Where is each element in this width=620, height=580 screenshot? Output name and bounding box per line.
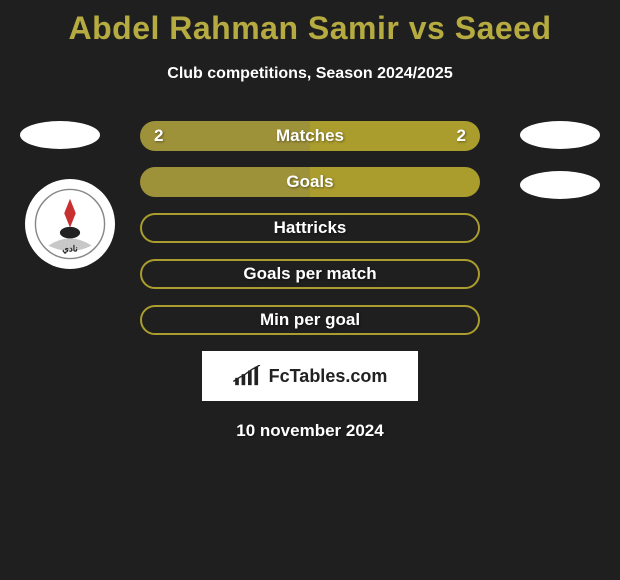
club-emblem-icon: نادي bbox=[34, 188, 106, 260]
stat-label: Goals per match bbox=[142, 261, 478, 287]
page-title: Abdel Rahman Samir vs Saeed bbox=[0, 0, 620, 47]
stat-right-value bbox=[310, 167, 480, 197]
stat-label: Min per goal bbox=[142, 307, 478, 333]
comparison-content: نادي 22Matches Goals Hattricks Goals per ma… bbox=[0, 121, 620, 441]
stat-bars: 22Matches Goals Hattricks Goals per match Mi… bbox=[140, 121, 480, 335]
player-right-badge-2 bbox=[520, 171, 600, 199]
player-right-badge-1 bbox=[520, 121, 600, 149]
stat-row: 22Matches bbox=[140, 121, 480, 151]
svg-text:نادي: نادي bbox=[62, 243, 78, 254]
stat-label: Hattricks bbox=[142, 215, 478, 241]
page-subtitle: Club competitions, Season 2024/2025 bbox=[0, 65, 620, 83]
club-logo-left: نادي bbox=[25, 179, 115, 269]
stat-left-value: 2 bbox=[140, 121, 310, 151]
player-left-badge bbox=[20, 121, 100, 149]
bar-chart-icon bbox=[233, 365, 263, 387]
brand-box: FcTables.com bbox=[202, 351, 418, 401]
stat-row: Goals bbox=[140, 167, 480, 197]
stat-right-value: 2 bbox=[310, 121, 480, 151]
stat-row: Hattricks bbox=[140, 213, 480, 243]
date-text: 10 november 2024 bbox=[0, 421, 620, 441]
stat-left-value bbox=[140, 167, 310, 197]
stat-row: Goals per match bbox=[140, 259, 480, 289]
brand-text: FcTables.com bbox=[269, 366, 388, 387]
stat-row: Min per goal bbox=[140, 305, 480, 335]
